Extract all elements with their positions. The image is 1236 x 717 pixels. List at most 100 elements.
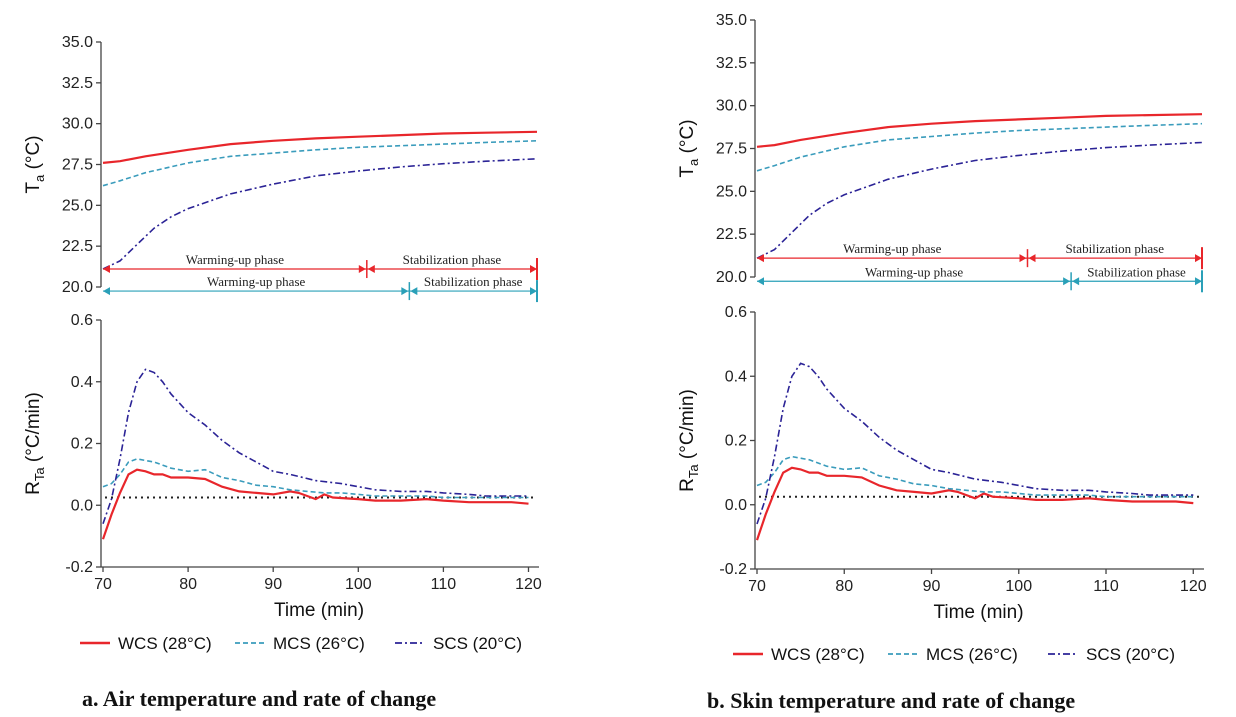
top-y-label-main: T bbox=[677, 166, 698, 178]
panel-a: 20.0 22.5 25.0 27.5 30.0 32.5 35.0 Ta (°C) Warmi… bbox=[23, 34, 542, 711]
bottom-y-tick-label: 0.0 bbox=[725, 497, 747, 514]
bottom-y-label-unit: (°C/min) bbox=[677, 389, 698, 464]
bottom-x-tick-label: 90 bbox=[264, 576, 282, 593]
bottom-y-tick-label: 0.6 bbox=[71, 312, 93, 329]
bottom-y-label-main: R bbox=[23, 481, 44, 495]
phase-red-arrow-split-left bbox=[358, 265, 366, 274]
top-y-label-unit: (°C) bbox=[23, 135, 44, 174]
bottom-x-tick-label: 110 bbox=[431, 576, 457, 593]
x-axis-title: Time (min) bbox=[274, 600, 364, 621]
top-series-wcs bbox=[102, 130, 538, 164]
top-y-tick-label: 32.5 bbox=[62, 75, 93, 92]
phase-red-arrow-left bbox=[757, 254, 764, 263]
bottom-series-wcs bbox=[101, 468, 529, 540]
phase-red-arrow-split-right bbox=[367, 265, 375, 274]
phase-teal-stab-label: Stabilization phase bbox=[424, 274, 523, 289]
bottom-y-label: RTa (°C/min) bbox=[677, 389, 701, 492]
phase-teal-arrow-left bbox=[757, 277, 764, 286]
panel-caption: b. Skin temperature and rate of change bbox=[707, 688, 1075, 713]
bottom-y-label-unit: (°C/min) bbox=[23, 392, 44, 467]
phase-red-warm-label: Warming-up phase bbox=[186, 252, 284, 267]
legend-label-scs: SCS (20°C) bbox=[1086, 645, 1175, 664]
top-series-scs bbox=[756, 141, 1203, 259]
top-y-tick-label: 35.0 bbox=[62, 34, 93, 51]
bottom-x-tick-label: 120 bbox=[515, 576, 542, 593]
top-y-tick-label: 22.5 bbox=[62, 238, 93, 255]
top-y-label-sub: a bbox=[32, 174, 47, 182]
legend: WCS (28°C) MCS (26°C) SCS (20°C) bbox=[80, 634, 522, 653]
bottom-y-tick-label: 0.4 bbox=[71, 374, 93, 391]
top-y-label: Ta (°C) bbox=[23, 135, 47, 193]
bottom-y-tick-label: 0.2 bbox=[725, 433, 747, 450]
panel-b: 20.0 22.5 25.0 27.5 30.0 32.5 35.0 Ta (°C) Warmi… bbox=[677, 12, 1207, 713]
phase-red-arrow-left bbox=[103, 265, 110, 274]
panel-caption: a. Air temperature and rate of change bbox=[82, 686, 436, 711]
top-y-tick-label: 30.0 bbox=[62, 116, 93, 133]
legend-label-mcs: MCS (26°C) bbox=[273, 634, 365, 653]
phase-red-arrow-right bbox=[1195, 254, 1202, 263]
bottom-y-label-sub: Ta bbox=[686, 464, 701, 479]
phase-red-stab-label: Stabilization phase bbox=[1065, 241, 1164, 256]
legend-label-scs: SCS (20°C) bbox=[433, 634, 522, 653]
bottom-series-scs bbox=[756, 362, 1194, 525]
bottom-y-tick-label: 0.4 bbox=[725, 368, 747, 385]
legend-label-wcs: WCS (28°C) bbox=[118, 634, 212, 653]
top-y-label: Ta (°C) bbox=[677, 119, 701, 177]
phase-teal-arrow-split-right bbox=[1072, 277, 1080, 286]
top-series-scs bbox=[102, 158, 538, 270]
bottom-y-tick-label: 0.6 bbox=[725, 304, 747, 321]
top-y-tick-label: 20.0 bbox=[716, 269, 747, 286]
bottom-x-tick-label: 120 bbox=[1180, 578, 1207, 595]
phase-teal-arrow-split-left bbox=[1063, 277, 1071, 286]
bottom-y-label-main: R bbox=[677, 478, 698, 492]
x-axis-title: Time (min) bbox=[933, 602, 1023, 623]
bottom-series-mcs bbox=[102, 458, 529, 499]
bottom-x-tick-label: 80 bbox=[179, 576, 197, 593]
phase-teal-warm-label: Warming-up phase bbox=[865, 264, 963, 279]
top-y-tick-label: 22.5 bbox=[716, 226, 747, 243]
top-y-tick-label: 32.5 bbox=[716, 55, 747, 72]
phase-red-arrow-split-left bbox=[1019, 254, 1027, 263]
top-y-label-main: T bbox=[23, 182, 44, 194]
bottom-series-wcs bbox=[755, 466, 1194, 541]
bottom-x-tick-label: 70 bbox=[748, 578, 766, 595]
top-series-wcs bbox=[756, 113, 1203, 148]
bottom-y-label-sub: Ta bbox=[32, 467, 47, 482]
bottom-y-label: RTa (°C/min) bbox=[23, 392, 47, 495]
bottom-x-tick-label: 110 bbox=[1093, 578, 1119, 595]
phase-teal-arrow-split-right bbox=[410, 287, 418, 296]
top-y-tick-label: 35.0 bbox=[716, 12, 747, 29]
phase-teal-arrow-right bbox=[530, 287, 537, 296]
bottom-y-tick-label: 0.2 bbox=[71, 436, 93, 453]
phase-teal-arrow-right bbox=[1195, 277, 1202, 286]
phase-teal-arrow-split-left bbox=[401, 287, 409, 296]
phase-red-arrow-right bbox=[530, 265, 537, 274]
phase-teal-arrow-left bbox=[103, 287, 110, 296]
top-y-tick-label: 25.0 bbox=[62, 197, 93, 214]
phase-teal-stab-label: Stabilization phase bbox=[1087, 264, 1186, 279]
top-series-mcs bbox=[756, 122, 1203, 172]
bottom-y-tick-label: -0.2 bbox=[65, 559, 93, 576]
top-y-tick-label: 30.0 bbox=[716, 98, 747, 115]
phase-red-warm-label: Warming-up phase bbox=[843, 241, 941, 256]
top-series-mcs bbox=[102, 140, 538, 187]
bottom-x-tick-label: 100 bbox=[345, 576, 372, 593]
top-y-tick-label: 20.0 bbox=[62, 279, 93, 296]
top-y-tick-label: 27.5 bbox=[716, 141, 747, 158]
legend-label-mcs: MCS (26°C) bbox=[926, 645, 1018, 664]
phase-red-arrow-split-right bbox=[1028, 254, 1036, 263]
top-y-tick-label: 25.0 bbox=[716, 183, 747, 200]
top-y-tick-label: 27.5 bbox=[62, 157, 93, 174]
bottom-x-tick-label: 80 bbox=[835, 578, 853, 595]
bottom-x-tick-label: 100 bbox=[1005, 578, 1032, 595]
bottom-y-tick-label: -0.2 bbox=[719, 561, 747, 578]
bottom-x-tick-label: 70 bbox=[94, 576, 112, 593]
legend-label-wcs: WCS (28°C) bbox=[771, 645, 865, 664]
top-y-label-unit: (°C) bbox=[677, 119, 698, 158]
phase-teal-warm-label: Warming-up phase bbox=[207, 274, 305, 289]
bottom-series-scs bbox=[102, 368, 529, 525]
bottom-x-tick-label: 90 bbox=[923, 578, 941, 595]
top-y-label-sub: a bbox=[686, 158, 701, 166]
legend: WCS (28°C) MCS (26°C) SCS (20°C) bbox=[733, 645, 1175, 664]
